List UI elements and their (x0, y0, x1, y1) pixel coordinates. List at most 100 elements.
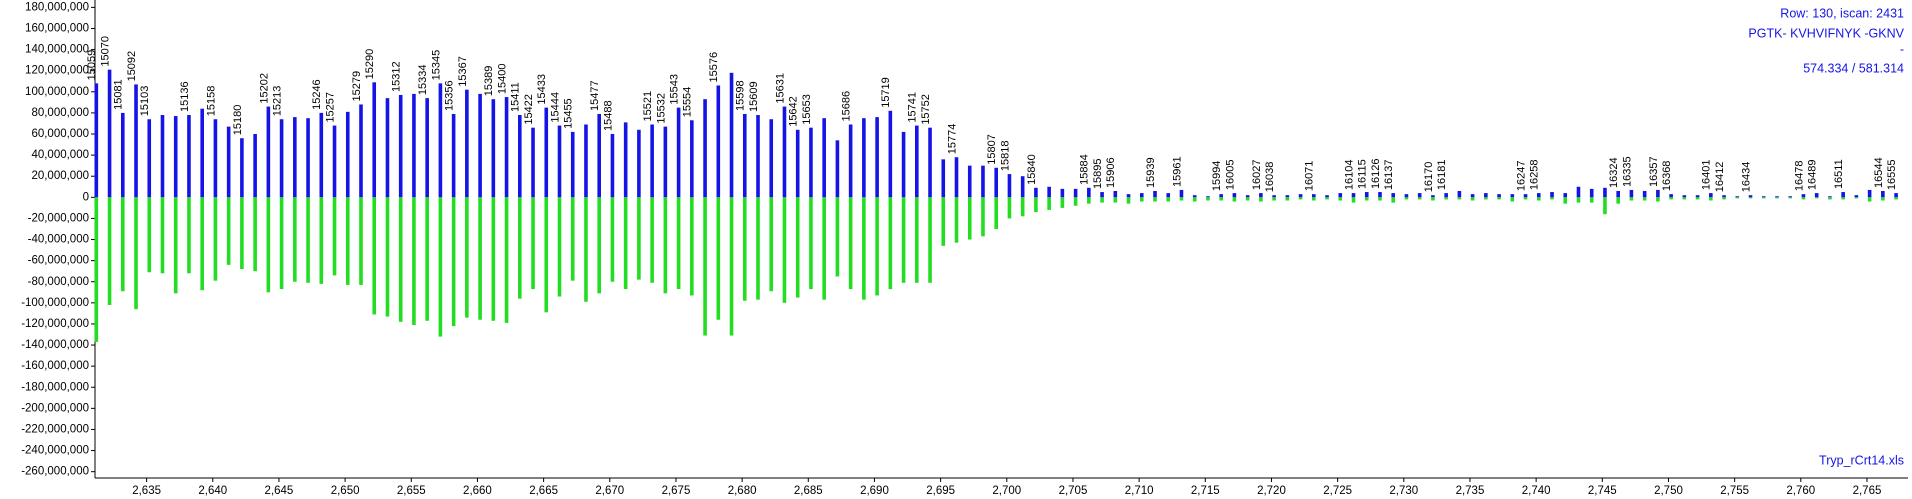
stick (1298, 197, 1303, 200)
peak-label: 15356 (444, 80, 456, 111)
stick (1219, 194, 1223, 198)
x-tick-label: 2,670 (595, 485, 624, 497)
peak-label: 16368 (1661, 161, 1673, 192)
stick (967, 165, 972, 198)
stick (1391, 193, 1396, 198)
stick (1867, 197, 1872, 202)
x-tick-label: 2,730 (1389, 485, 1418, 497)
stick (1073, 197, 1078, 206)
peak-label: 15312 (391, 61, 403, 92)
x-tick-label: 2,645 (265, 485, 294, 497)
peak-label: 15939 (1145, 157, 1157, 188)
stick (465, 197, 469, 318)
x-tick-label: 2,635 (132, 485, 161, 497)
info-line: 574.334 / 581.314 (1803, 61, 1904, 75)
stick (1298, 194, 1303, 198)
stick (1881, 197, 1885, 201)
stick (557, 197, 562, 297)
stick (822, 197, 826, 300)
stick (1100, 192, 1104, 198)
x-tick-label: 2,685 (794, 485, 823, 497)
stick (1695, 195, 1700, 198)
y-tick-label: -140,000,000 (21, 339, 89, 351)
stick (1814, 197, 1819, 199)
y-tick-label: 0 (83, 191, 89, 203)
stick (1259, 193, 1263, 198)
peak-label: 15774 (946, 124, 958, 155)
stick (240, 138, 244, 198)
stick (1828, 196, 1832, 198)
stick (1113, 190, 1118, 198)
stick (345, 197, 350, 285)
peak-label: 15961 (1171, 156, 1183, 187)
stick (1007, 174, 1012, 198)
stick (1060, 197, 1065, 208)
stick (1206, 196, 1210, 198)
stick (438, 197, 443, 337)
stick (690, 197, 694, 296)
y-tick-label: 20,000,000 (31, 170, 89, 182)
stick (425, 197, 429, 321)
stick (451, 197, 456, 327)
stick (1550, 192, 1554, 198)
peak-label: 15906 (1105, 157, 1117, 188)
peak-label: 15400 (496, 63, 508, 94)
peak-label: 15092 (126, 51, 138, 82)
stick (332, 125, 337, 198)
stick (809, 127, 813, 198)
stick (279, 119, 284, 198)
stick (1563, 193, 1568, 198)
stick (597, 197, 601, 294)
stick (570, 131, 575, 198)
stick (1272, 197, 1276, 201)
peak-label: 16401 (1701, 160, 1713, 191)
stick (1417, 193, 1422, 198)
stick (1523, 194, 1528, 198)
stick (875, 117, 879, 198)
stick (1881, 190, 1885, 198)
stick (1788, 197, 1793, 199)
stick (1510, 197, 1515, 202)
stick (1047, 186, 1051, 198)
peak-label: 15422 (523, 94, 535, 125)
stick (478, 197, 482, 320)
stick (398, 94, 403, 198)
stick (1589, 197, 1594, 203)
stick (1682, 197, 1687, 200)
y-tick-label: 80,000,000 (31, 107, 89, 119)
peak-label: 15136 (179, 81, 191, 112)
x-tick-label: 2,660 (463, 485, 492, 497)
peak-label: 15598 (735, 80, 747, 111)
stick (1748, 197, 1753, 199)
stick (1894, 193, 1898, 198)
peak-label: 15334 (417, 65, 429, 96)
stick (1192, 197, 1197, 202)
stick (438, 83, 443, 198)
stick (1656, 197, 1660, 202)
stick (835, 140, 840, 198)
stick (822, 118, 826, 198)
x-tick-label: 2,745 (1588, 485, 1617, 497)
stick (742, 197, 747, 301)
stick (187, 197, 191, 274)
stick (941, 159, 946, 198)
stick (187, 115, 191, 198)
stick (1378, 192, 1382, 198)
stick (1259, 197, 1263, 202)
stick (160, 115, 165, 198)
stick (1431, 195, 1435, 198)
stick (1669, 197, 1673, 200)
stick (1484, 193, 1488, 198)
peak-label: 16412 (1714, 162, 1726, 193)
stick (1629, 197, 1634, 201)
stick (1087, 197, 1091, 204)
y-tick-label: -160,000,000 (21, 360, 89, 372)
x-tick-label: 2,710 (1125, 485, 1154, 497)
stick (1854, 195, 1859, 198)
stick (1775, 196, 1779, 198)
x-tick-label: 2,765 (1853, 485, 1882, 497)
stick (848, 197, 853, 290)
stick (782, 106, 787, 198)
stick (1576, 186, 1581, 198)
